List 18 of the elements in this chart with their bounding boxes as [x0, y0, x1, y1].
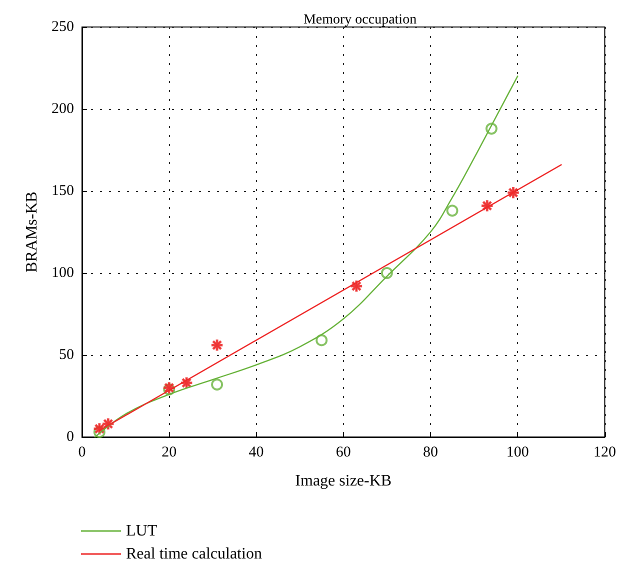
chart-title: Memory occupation — [303, 12, 417, 28]
y-tick-label: 50 — [59, 347, 74, 363]
y-tick-label: 250 — [52, 19, 74, 35]
x-tick-label: 80 — [423, 444, 438, 460]
x-tick-label: 40 — [248, 444, 264, 460]
x-tick-label: 0 — [78, 444, 86, 460]
x-axis-title: Image size-KB — [295, 472, 392, 490]
x-tick-label: 60 — [336, 444, 351, 460]
y-tick-label: 100 — [52, 265, 74, 281]
y-tick-label: 200 — [52, 101, 74, 117]
y-tick-label: 0 — [66, 429, 74, 445]
x-tick-label: 100 — [506, 444, 529, 460]
legend-label: Real time calculation — [126, 546, 262, 562]
y-axis-title: BRAMs-KB — [24, 192, 40, 272]
x-tick-label: 120 — [594, 444, 616, 460]
legend-label: LUT — [126, 522, 158, 540]
y-tick-label: 150 — [52, 183, 74, 199]
x-tick-label: 20 — [162, 444, 177, 460]
